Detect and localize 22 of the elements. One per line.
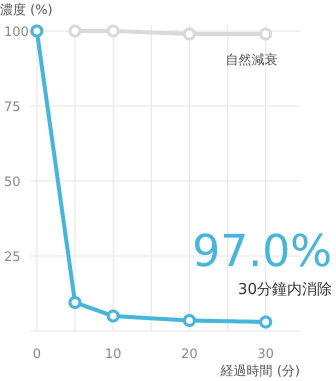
y-tick-label: 25	[4, 250, 21, 265]
point	[30, 24, 44, 38]
point	[259, 316, 272, 328]
y-tick-label: 75	[4, 100, 21, 115]
point	[106, 310, 120, 322]
annotation: 97.0%	[192, 226, 332, 277]
point	[68, 24, 82, 38]
annotation: 30分鐘内消除	[238, 280, 332, 298]
point	[182, 28, 196, 40]
point	[106, 24, 120, 38]
x-tick-label: 0	[32, 347, 42, 362]
x-tick-label: 20	[181, 347, 198, 362]
series-label: 自然減衰	[226, 52, 278, 68]
y-tick-label: 50	[4, 175, 21, 190]
y-tick-label: 100	[4, 25, 29, 40]
x-axis-title: 経過時間 (分)	[220, 364, 300, 379]
point	[259, 28, 272, 40]
x-tick-label: 10	[104, 347, 122, 362]
point	[182, 314, 196, 327]
y-axis-title: 濃度 (%)	[0, 2, 53, 18]
point	[68, 296, 82, 309]
x-tick-label: 30	[257, 347, 274, 362]
